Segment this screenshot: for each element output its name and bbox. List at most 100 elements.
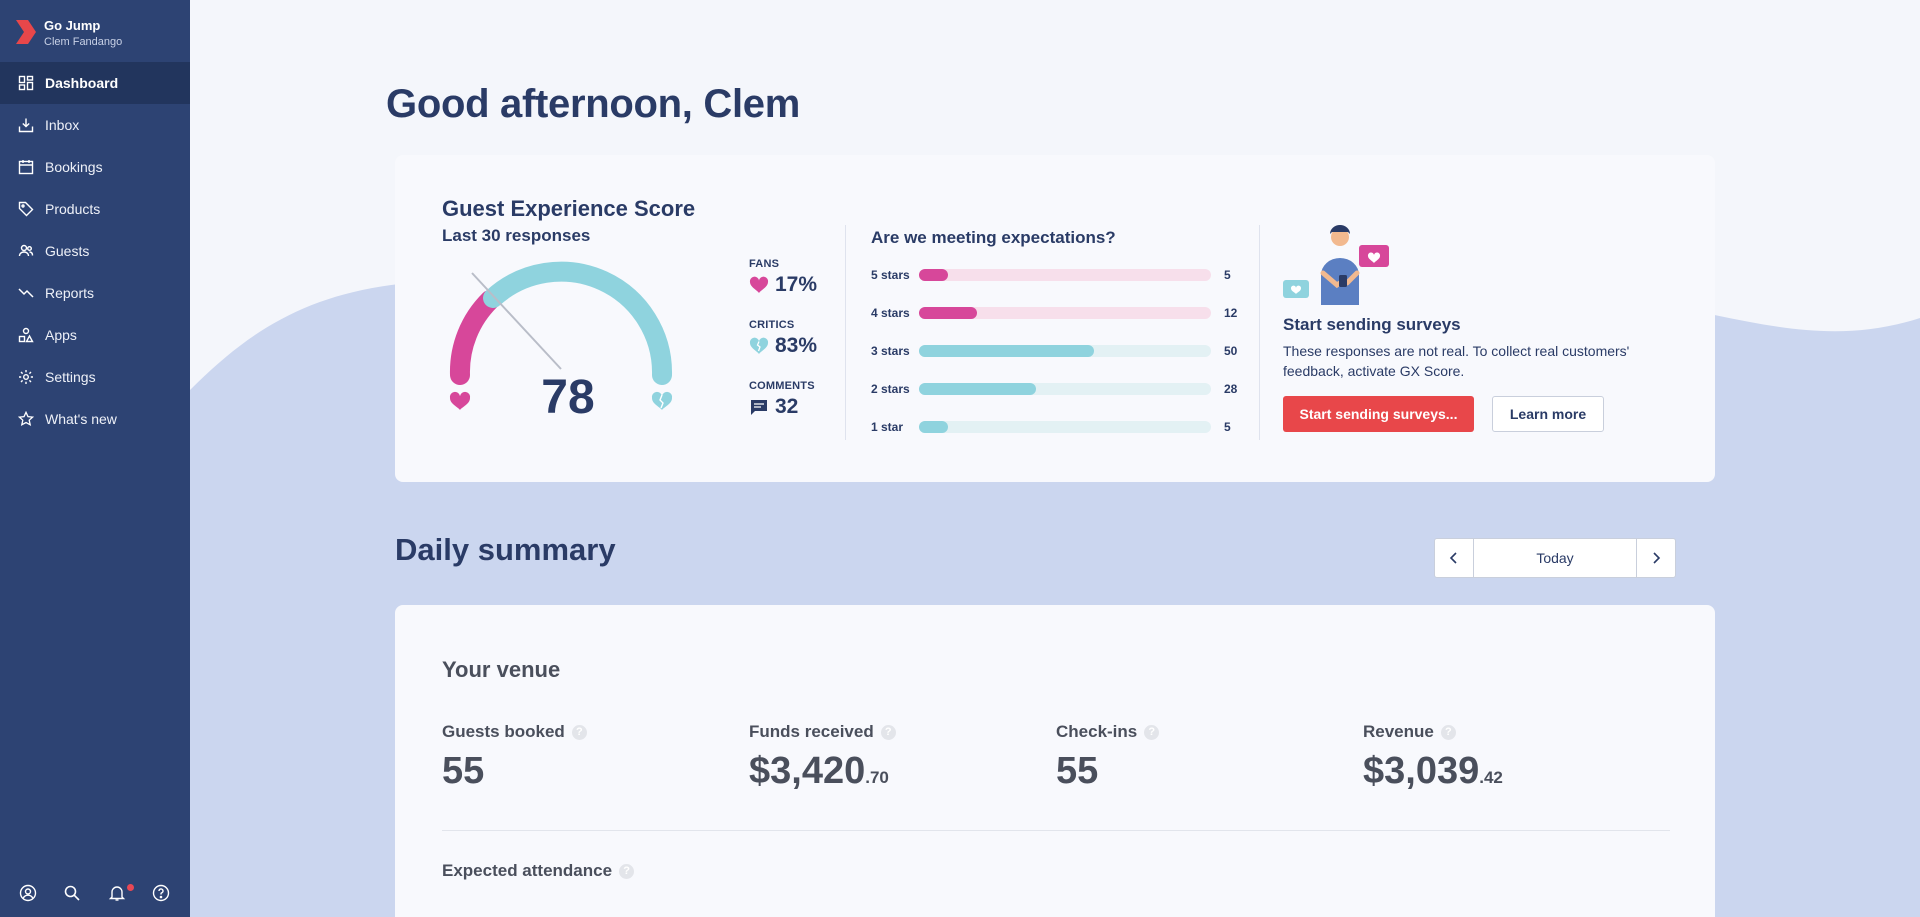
rating-bar-fill [919,383,1036,395]
sidebar-item-label: Inbox [45,117,80,133]
gear-icon [19,370,33,384]
sidebar-item-settings[interactable]: Settings [0,356,190,398]
rating-count: 5 [1224,268,1231,282]
fans-stat: FANS 17% [749,258,817,297]
rating-bar-track [919,383,1211,395]
heart-icon [749,276,769,293]
metric-value: $3,420 [749,750,866,792]
start-sending-surveys-button[interactable]: Start sending surveys... [1283,396,1474,432]
metric-cents: .70 [865,768,889,787]
metric-funds-received: Funds received? $3,420.70 [749,722,896,793]
venue-title: Your venue [442,657,561,682]
rating-label: 5 stars [871,268,910,282]
gx-subtitle: Last 30 responses [442,226,591,245]
expected-attendance: Expected attendance? [442,861,635,881]
dashboard-icon [18,75,34,91]
gx-score-card: Guest Experience Score Last 30 responses… [395,155,1715,482]
rating-bar-track [919,421,1211,433]
sidebar-item-label: Settings [45,369,96,385]
critics-label: CRITICS [749,319,795,331]
chevron-right-icon [1653,552,1661,564]
bell-icon[interactable] [108,884,126,902]
previous-day-button[interactable] [1435,539,1474,577]
help-icon[interactable]: ? [1144,724,1160,740]
notification-dot [127,884,134,891]
learn-more-button[interactable]: Learn more [1492,396,1604,432]
metric-value: 55 [1056,750,1099,792]
main-content: Good afternoon, Clem Guest Experience Sc… [190,0,1920,917]
divider [845,225,846,440]
fans-value: 17% [775,273,818,296]
go-jump-logo-icon [16,20,36,44]
metric-label: Check-ins [1056,722,1138,741]
gx-gauge [449,261,673,410]
metric-cents: .42 [1479,768,1503,787]
rating-bar-track [919,269,1211,281]
star-icon [18,411,34,427]
critics-stat: CRITICS 83% [749,319,817,358]
date-label[interactable]: Today [1536,550,1574,566]
rating-count: 5 [1224,420,1231,434]
account-icon[interactable] [19,884,37,902]
rating-label: 4 stars [871,306,910,320]
page-title: Good afternoon, Clem [386,82,801,126]
gx-title: Guest Experience Score [442,196,696,221]
rating-count: 12 [1224,306,1238,320]
calendar-icon [18,160,34,175]
divider [1259,225,1260,440]
expectations-title: Are we meeting expectations? [871,228,1116,247]
metric-label: Guests booked [442,722,565,741]
rating-label: 1 star [871,420,904,434]
metric-label: Funds received [749,722,874,741]
sidebar-item-reports[interactable]: Reports [0,272,190,314]
sidebar-item-guests[interactable]: Guests [0,230,190,272]
comments-stat: COMMENTS 32 [749,380,815,419]
rating-count: 28 [1224,382,1238,396]
help-icon[interactable]: ? [1440,724,1456,740]
critics-value: 83% [775,334,818,357]
next-day-button[interactable] [1636,539,1675,577]
sidebar: Go Jump Clem Fandango Dashboard Inbox Bo… [0,0,190,917]
help-icon[interactable] [152,884,170,902]
rating-count: 50 [1224,344,1238,358]
rating-bar-track [919,345,1211,357]
sidebar-item-inbox[interactable]: Inbox [0,104,190,146]
survey-text: These responses are not real. To collect… [1283,343,1630,379]
metric-guests-booked: Guests booked? 55 [442,722,587,793]
comments-label: COMMENTS [749,380,815,392]
trend-icon [18,288,34,298]
rating-bar-track [919,307,1211,319]
gx-score-value: 78 [541,371,595,424]
comment-icon [751,400,767,415]
sidebar-item-products[interactable]: Products [0,188,190,230]
brand-name: Go Jump [44,18,101,33]
metric-value: $3,039 [1363,750,1480,792]
help-icon[interactable]: ? [880,724,896,740]
chevron-left-icon [1449,552,1457,564]
help-icon[interactable]: ? [619,863,635,879]
search-icon[interactable] [63,884,81,902]
survey-illustration-icon [1283,225,1389,305]
survey-title: Start sending surveys [1283,315,1461,334]
brand-header[interactable]: Go Jump Clem Fandango [0,0,190,62]
sidebar-item-label: What's new [45,411,117,427]
brand-user: Clem Fandango [44,36,123,48]
metric-revenue: Revenue? $3,039.42 [1363,722,1503,793]
metric-check-ins: Check-ins? 55 [1056,722,1160,793]
fans-label: FANS [749,258,780,270]
sidebar-item-apps[interactable]: Apps [0,314,190,356]
rating-bar-fill [919,269,948,281]
rating-label: 3 stars [871,344,910,358]
sidebar-item-label: Bookings [45,159,103,175]
tag-icon [18,201,34,217]
help-icon[interactable]: ? [571,724,587,740]
sidebar-item-label: Guests [45,243,90,259]
date-navigator: Today [1434,538,1676,578]
sidebar-item-label: Apps [45,327,77,343]
rating-bar-fill [919,307,977,319]
sidebar-item-dashboard[interactable]: Dashboard [0,62,190,104]
sidebar-item-bookings[interactable]: Bookings [0,146,190,188]
broken-heart-icon [749,337,769,354]
comments-value: 32 [775,395,799,418]
sidebar-item-whats-new[interactable]: What's new [0,398,190,440]
